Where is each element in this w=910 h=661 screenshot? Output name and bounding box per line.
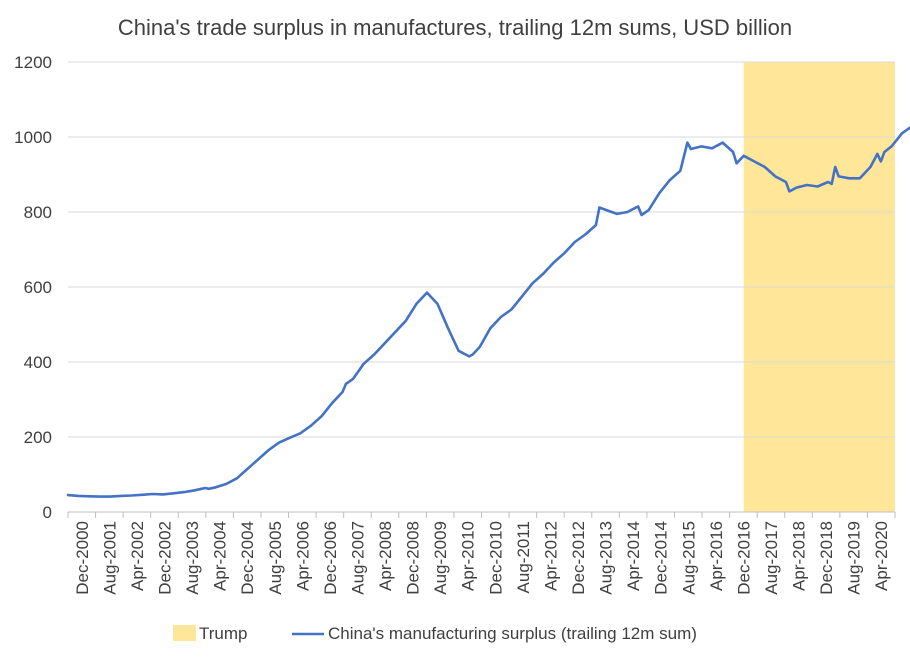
- x-tick-label: Apr-2006: [293, 521, 312, 591]
- x-tick-label: Aug-2005: [266, 521, 285, 595]
- x-tick-label: Apr-2010: [459, 521, 478, 591]
- x-tick-label: Aug-2013: [597, 521, 616, 595]
- x-axis: Dec-2000 Aug-2001 Apr-2002 Dec-2002 Aug-2003…: [67, 511, 896, 595]
- x-tick-label: Dec-2000: [73, 521, 92, 595]
- y-tick-label: 0: [43, 503, 52, 522]
- x-tick-label: Aug-2009: [431, 521, 450, 595]
- x-tick-label: Aug-2003: [183, 521, 202, 595]
- x-tick-label: Apr-2008: [376, 521, 395, 591]
- x-tick-label: Dec-2014: [652, 521, 671, 595]
- x-tick-label: Dec-2002: [155, 521, 174, 595]
- x-tick-label: Apr-2012: [541, 521, 560, 591]
- x-tick-label: Aug-2011: [514, 521, 533, 593]
- y-tick-label: 800: [24, 203, 52, 222]
- x-tick-label: Aug-2001: [100, 521, 119, 595]
- x-tick-label: Aug-2015: [679, 521, 698, 595]
- x-tick-label: Dec-2018: [817, 521, 836, 595]
- x-tick-label: Apr-2004: [211, 521, 230, 591]
- legend-label-trump: Trump: [199, 624, 248, 643]
- x-tick-label: Aug-2017: [762, 521, 781, 595]
- x-tick-label: Dec-2012: [569, 521, 588, 595]
- series-line-manufacturing-surplus: [66, 126, 910, 498]
- y-tick-label: 1200: [14, 53, 52, 72]
- x-tick-label: Dec-2010: [486, 521, 505, 595]
- legend: Trump China's manufacturing surplus (trai…: [173, 624, 697, 643]
- x-tick-label: Apr-2014: [624, 521, 643, 591]
- y-tick-label: 1000: [14, 128, 52, 147]
- x-tick-label: Dec-2006: [321, 521, 340, 595]
- y-tick-label: 200: [24, 428, 52, 447]
- series-layer: [66, 126, 910, 498]
- x-tick-label: Dec-2004: [238, 521, 257, 595]
- x-tick-label: Apr-2018: [790, 521, 809, 591]
- legend-label-manufacturing-surplus: China's manufacturing surplus (trailing …: [328, 624, 697, 643]
- x-tick-label: Aug-2019: [845, 521, 864, 595]
- x-tick-label: Apr-2020: [872, 521, 891, 591]
- y-tick-label: 600: [24, 278, 52, 297]
- legend-swatch-trump: [173, 625, 196, 641]
- x-tick-label: Apr-2016: [707, 521, 726, 591]
- gridlines: [68, 61, 895, 438]
- x-tick-label: Dec-2016: [734, 521, 753, 595]
- y-tick-label: 400: [24, 353, 52, 372]
- x-tick-label: Aug-2007: [348, 521, 367, 595]
- chart-title: China's trade surplus in manufactures, t…: [118, 15, 792, 40]
- x-tick-label: Dec-2008: [404, 521, 423, 595]
- x-tick-label: Apr-2002: [128, 521, 147, 591]
- y-axis: 0 200 400 600 800 1000 1200: [14, 53, 52, 522]
